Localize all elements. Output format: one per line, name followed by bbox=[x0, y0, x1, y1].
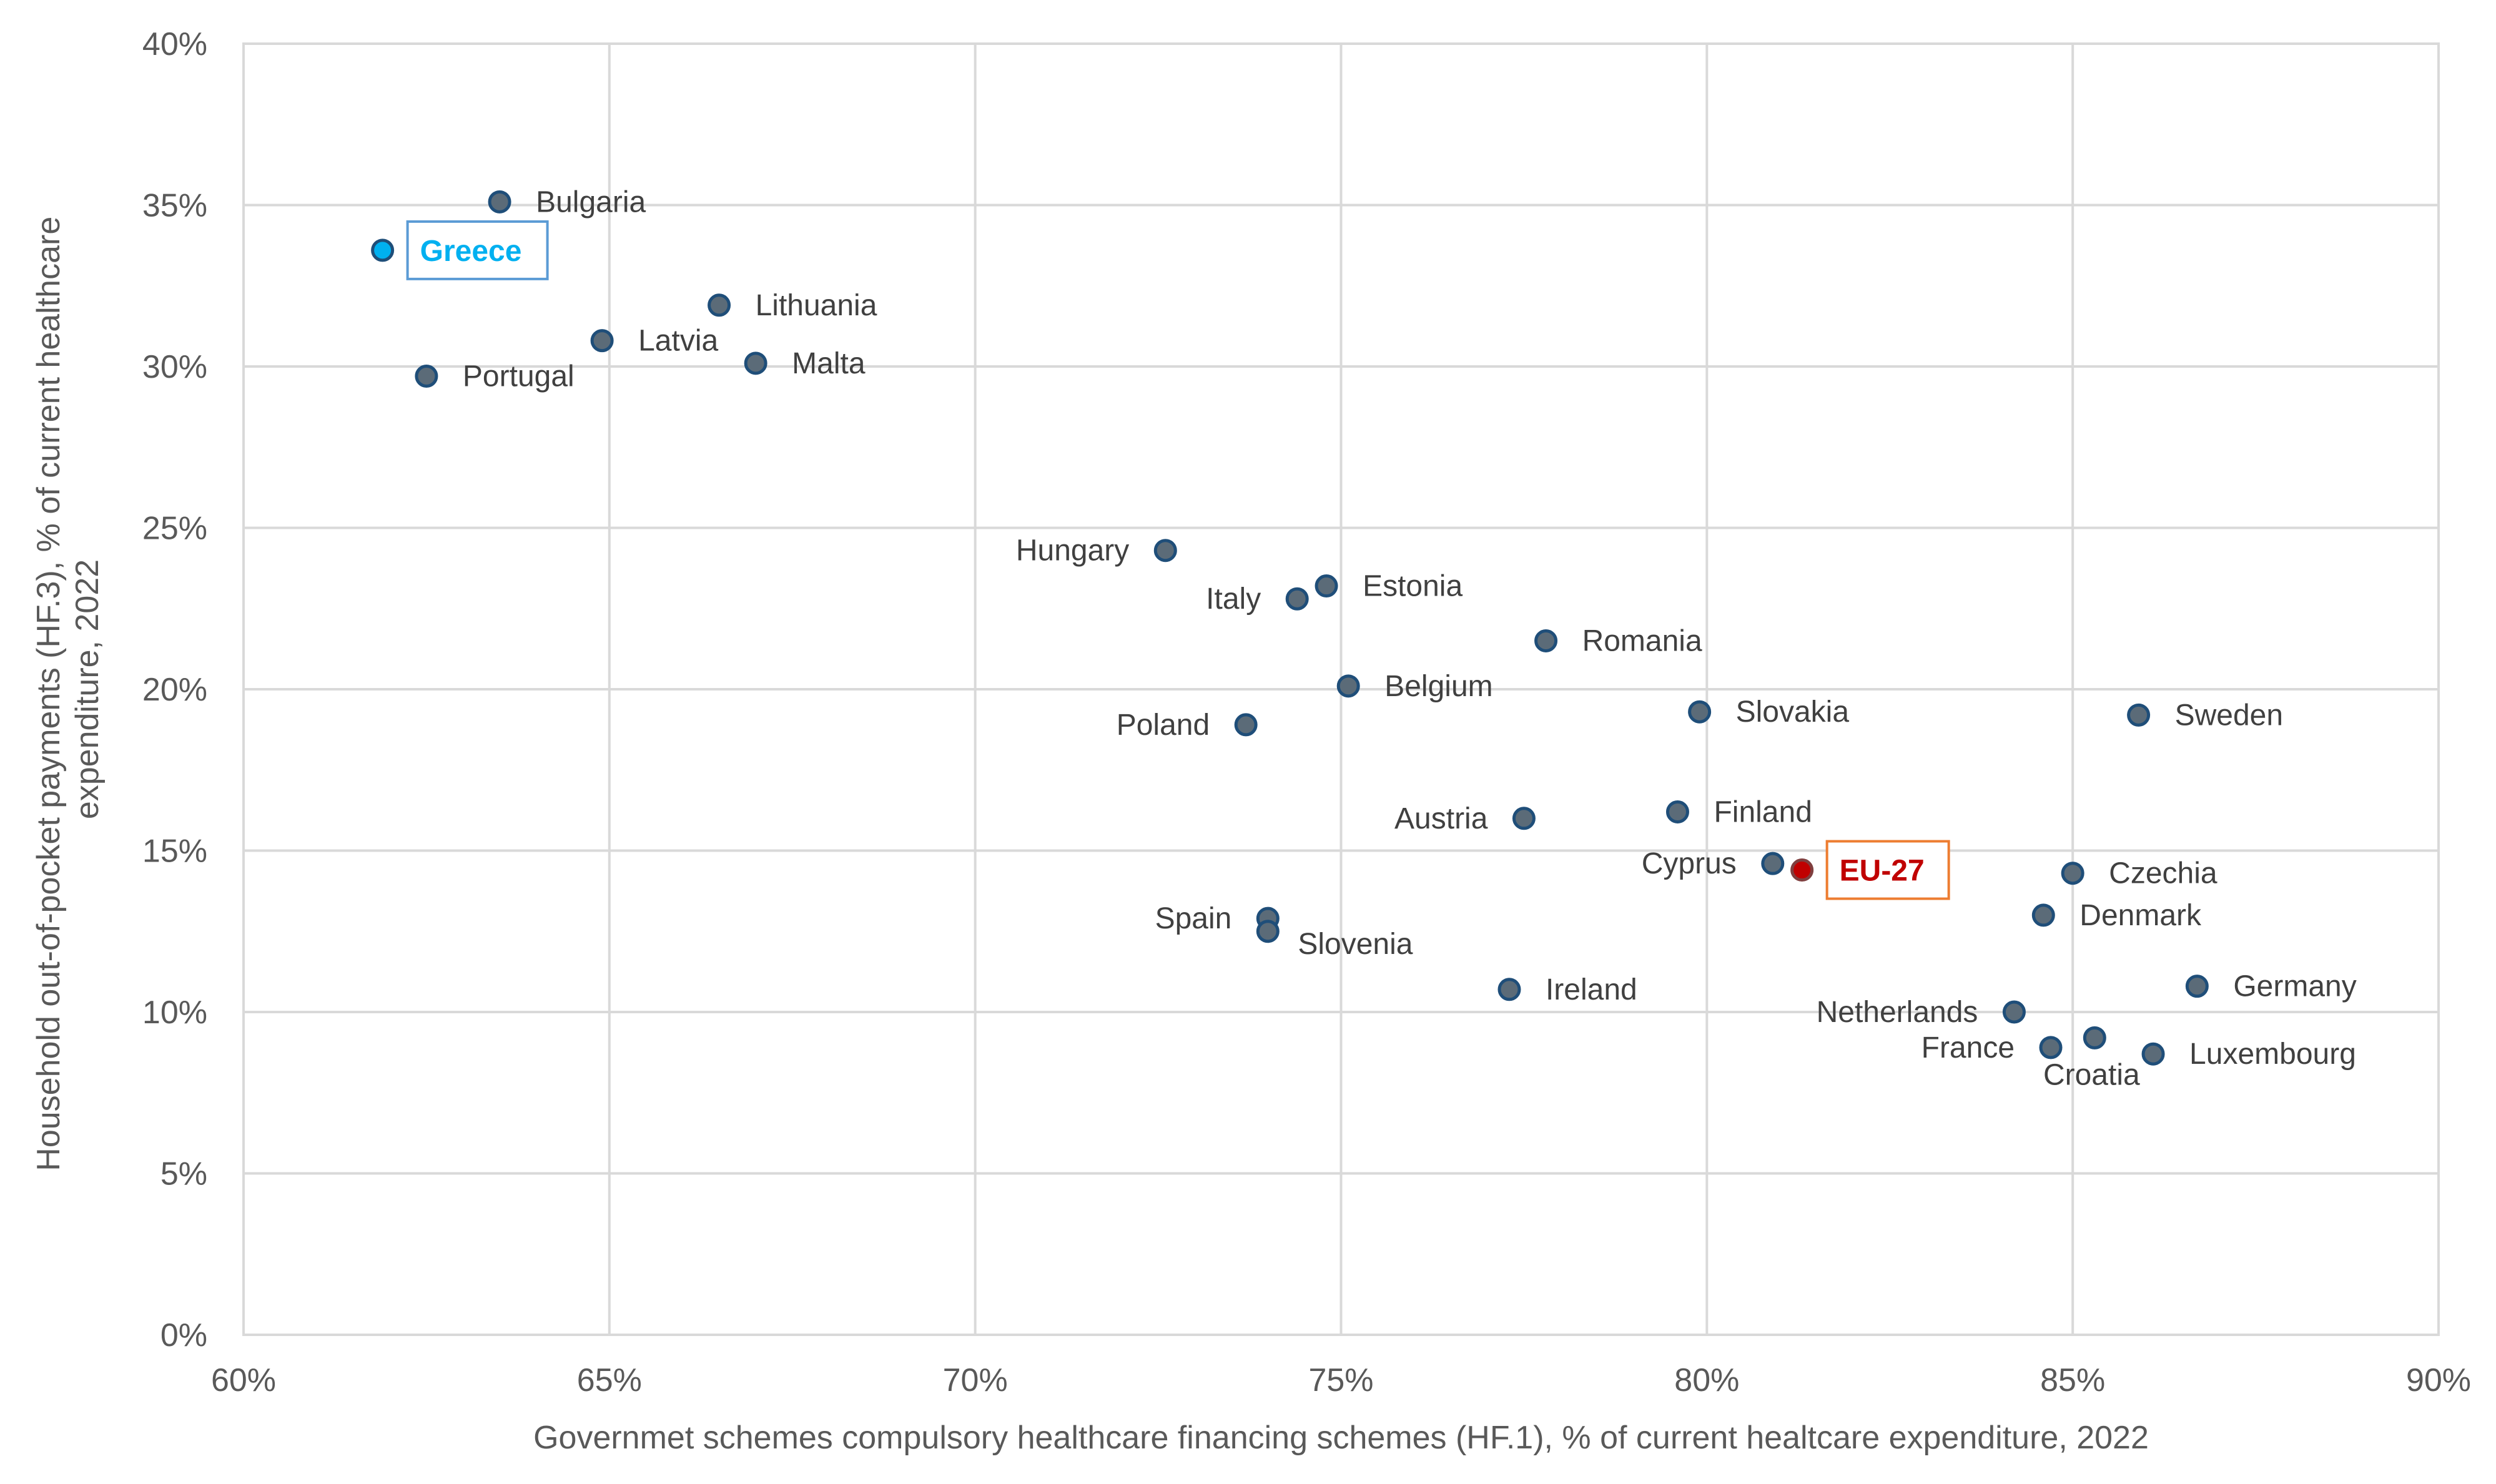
y-tick-label: 35% bbox=[142, 188, 207, 224]
point-cyprus bbox=[1761, 852, 1785, 875]
latvia-label: Latvia bbox=[638, 325, 718, 358]
italy-label: Italy bbox=[1206, 582, 1261, 616]
slovenia-label: Slovenia bbox=[1298, 928, 1413, 961]
poland-label: Poland bbox=[1117, 709, 1210, 742]
y-axis-title: Household out-of-pocket payments (HF.3),… bbox=[31, 207, 106, 1171]
y-tick-label: 20% bbox=[142, 672, 207, 708]
point-lithuania bbox=[708, 293, 731, 317]
czechia-label: Czechia bbox=[2109, 857, 2217, 890]
luxembourg-label: Luxembourg bbox=[2189, 1038, 2356, 1071]
x-tick-label: 70% bbox=[943, 1362, 1008, 1398]
point-romania bbox=[1534, 629, 1558, 652]
point-portugal bbox=[415, 365, 438, 388]
france-label: France bbox=[1921, 1031, 2015, 1064]
y-tick-label: 25% bbox=[142, 511, 207, 547]
portugal-label: Portugal bbox=[463, 360, 575, 393]
estonia-label: Estonia bbox=[1363, 570, 1463, 603]
y-tick-label: 10% bbox=[142, 995, 207, 1031]
point-croatia bbox=[2083, 1026, 2106, 1049]
point-slovenia bbox=[1256, 920, 1280, 943]
x-tick-label: 80% bbox=[1674, 1362, 1739, 1398]
point-bulgaria bbox=[488, 190, 511, 214]
croatia-label: Croatia bbox=[2043, 1058, 2140, 1091]
malta-label: Malta bbox=[792, 347, 866, 380]
x-tick-label: 65% bbox=[577, 1362, 642, 1398]
y-tick-label: 15% bbox=[142, 833, 207, 870]
y-tick-label: 30% bbox=[142, 349, 207, 385]
point-belgium bbox=[1336, 674, 1360, 698]
x-tick-label: 90% bbox=[2406, 1362, 2471, 1398]
germany-label: Germany bbox=[2233, 970, 2356, 1003]
slovakia-label: Slovakia bbox=[1736, 695, 1850, 729]
finland-label: Finland bbox=[1714, 795, 1812, 828]
point-latvia bbox=[590, 329, 614, 353]
spain-label: Spain bbox=[1155, 902, 1232, 935]
austria-label: Austria bbox=[1394, 802, 1488, 835]
point-malta bbox=[744, 351, 767, 375]
point-finland bbox=[1665, 800, 1689, 823]
denmark-label: Denmark bbox=[2079, 899, 2202, 932]
point-slovakia bbox=[1688, 700, 1712, 724]
x-tick-label: 75% bbox=[1308, 1362, 1373, 1398]
greece-label-box bbox=[406, 220, 549, 280]
y-tick-label: 5% bbox=[160, 1156, 207, 1192]
belgium-label: Belgium bbox=[1384, 670, 1492, 703]
y-tick-label: 40% bbox=[142, 26, 207, 62]
point-eu-27 bbox=[1790, 858, 1814, 882]
point-estonia bbox=[1315, 574, 1338, 598]
eu-27-label: EU-27 bbox=[1840, 855, 1925, 888]
point-ireland bbox=[1497, 978, 1521, 1001]
hungary-label: Hungary bbox=[1016, 534, 1129, 568]
point-hungary bbox=[1153, 539, 1177, 563]
data-points bbox=[371, 190, 2209, 1066]
greece-label: Greece bbox=[420, 235, 522, 268]
x-tick-label: 60% bbox=[211, 1362, 276, 1398]
y-tick-label: 0% bbox=[160, 1317, 207, 1354]
plot-area-border bbox=[242, 42, 2440, 1336]
point-greece bbox=[371, 238, 395, 262]
point-sweden bbox=[2127, 703, 2151, 727]
ireland-label: Ireland bbox=[1546, 973, 1637, 1006]
x-tick-label: 85% bbox=[2040, 1362, 2105, 1398]
axes: 0% 5% 10% 15% 20% 25% 30% 35% 40% 60% 65% 70% 75% 80%… bbox=[142, 26, 2471, 1398]
y-axis-title-line2: expenditure, 2022 bbox=[69, 559, 106, 819]
point-italy bbox=[1285, 587, 1309, 611]
point-denmark bbox=[2031, 903, 2055, 927]
eu-27-label-box bbox=[1825, 840, 1950, 900]
romania-label: Romania bbox=[1582, 624, 1702, 657]
x-axis-title: Governmet schemes compulsory healthcare … bbox=[533, 1420, 2149, 1456]
point-netherlands bbox=[2002, 1000, 2026, 1024]
bulgaria-label: Bulgaria bbox=[536, 185, 646, 219]
cyprus-label: Cyprus bbox=[1642, 847, 1737, 880]
y-axis-title-line1: Household out-of-pocket payments (HF.3),… bbox=[31, 217, 67, 1171]
point-luxembourg bbox=[2141, 1042, 2165, 1066]
point-germany bbox=[2185, 975, 2209, 998]
point-czechia bbox=[2061, 862, 2084, 885]
point-labels: Bulgaria Greece Lithuania Latvia Malta Portug… bbox=[406, 185, 2357, 1091]
netherlands-label: Netherlands bbox=[1817, 996, 1978, 1029]
lithuania-label: Lithuania bbox=[756, 289, 877, 322]
point-poland bbox=[1234, 713, 1258, 737]
point-austria bbox=[1512, 807, 1536, 830]
point-france bbox=[2039, 1036, 2063, 1059]
sweden-label: Sweden bbox=[2175, 699, 2283, 732]
